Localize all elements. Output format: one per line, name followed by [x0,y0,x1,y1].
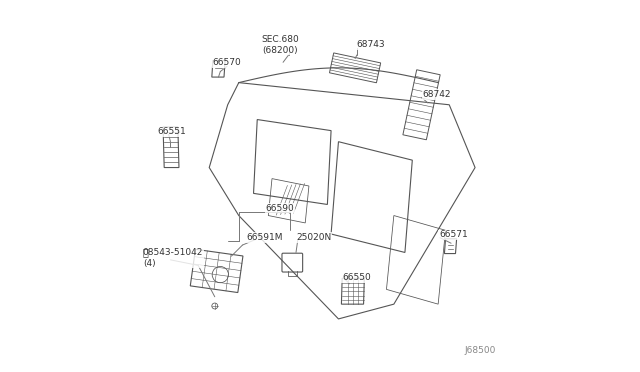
Text: 66591M: 66591M [246,233,283,242]
Text: 66590: 66590 [266,203,294,213]
Text: 66551: 66551 [157,127,186,136]
Text: 68743: 68743 [356,41,385,49]
Text: J68500: J68500 [464,346,495,355]
Text: 66550: 66550 [342,273,371,282]
Text: 66570: 66570 [212,58,241,67]
Text: 08543-51042
(4): 08543-51042 (4) [143,248,203,268]
Text: 68742: 68742 [422,90,451,99]
Text: Ⓒ: Ⓒ [143,247,148,257]
Text: 25020N: 25020N [296,233,332,242]
Text: 66571: 66571 [439,230,468,239]
Text: SEC.680
(68200): SEC.680 (68200) [262,35,300,55]
